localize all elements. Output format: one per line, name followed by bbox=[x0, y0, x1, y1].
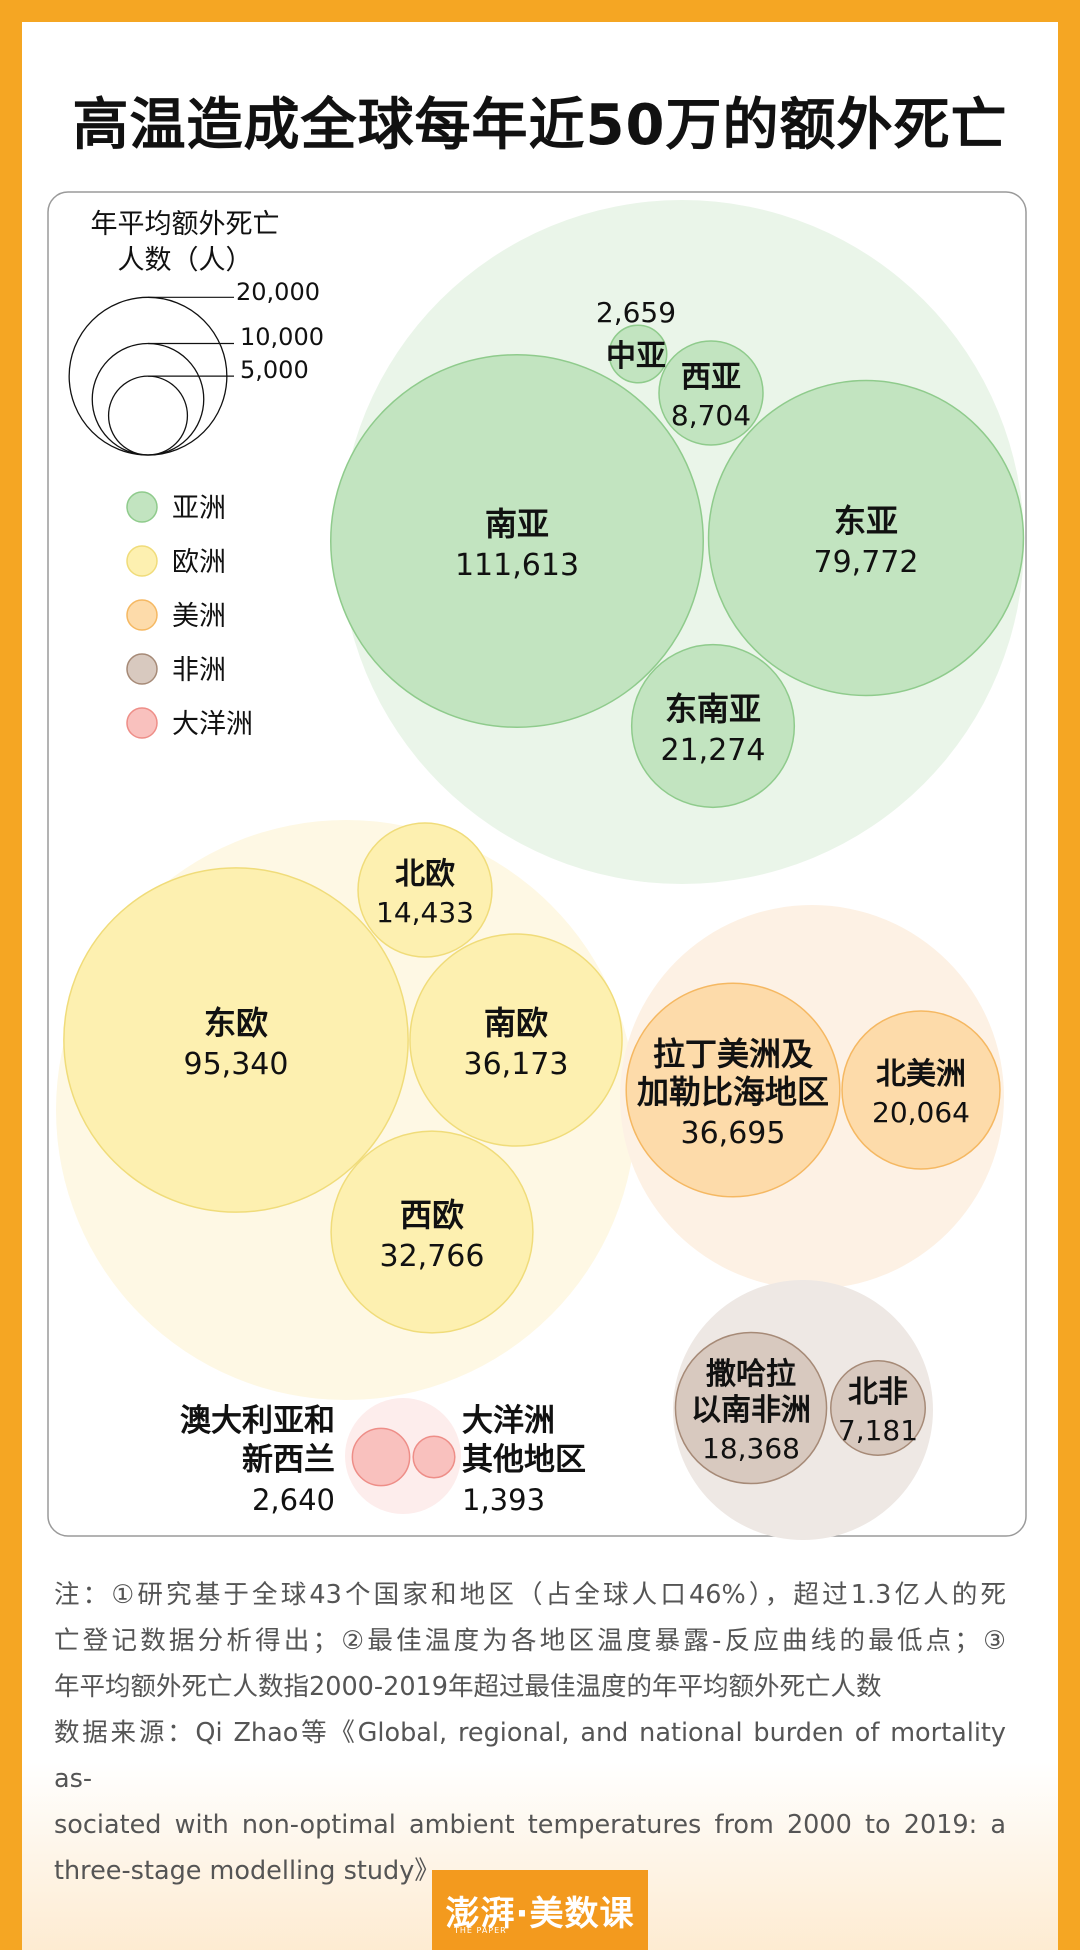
bubble-name-14: 大洋洲 bbox=[462, 1403, 555, 1439]
bubble-value-2: 21,274 bbox=[661, 733, 766, 768]
bubble-name-0: 南亚 bbox=[485, 505, 549, 543]
logo-subtext: THE PAPER bbox=[454, 1926, 507, 1935]
size-legend-circle-1 bbox=[91, 342, 205, 456]
size-legend-value-0: 20,000 bbox=[236, 278, 320, 306]
bubble-12 bbox=[830, 1360, 926, 1456]
bubble-value-6: 36,173 bbox=[464, 1047, 569, 1082]
bubble-value-5: 95,340 bbox=[184, 1047, 289, 1082]
bubble-name-11: 撒哈拉 bbox=[706, 1357, 796, 1392]
bubble-2 bbox=[630, 643, 796, 809]
legend-swatch-3 bbox=[126, 653, 158, 685]
bubble-10 bbox=[841, 1010, 1001, 1170]
note-line-2: 亡登记数据分析得出；②最佳温度为各地区温度暴露-反应曲线的最低点；③ bbox=[54, 1626, 1006, 1656]
bubble-name-9: 拉丁美洲及 bbox=[653, 1035, 813, 1073]
bubble-value-9: 36,695 bbox=[681, 1116, 786, 1151]
legend-label-1: 欧洲 bbox=[172, 547, 226, 578]
bubble-name-12: 北非 bbox=[848, 1375, 908, 1410]
bubble-13 bbox=[351, 1427, 411, 1487]
bubble-1 bbox=[707, 379, 1025, 697]
footnotes: 注：①研究基于全球43个国家和地区（占全球人口46%），超过1.3亿人的死 亡登… bbox=[54, 1572, 1006, 1894]
bubble-11 bbox=[674, 1331, 828, 1485]
bubble-name-13: 澳大利亚和 bbox=[180, 1403, 335, 1439]
source-line-3: three-stage modelling study》 bbox=[54, 1856, 440, 1886]
note-line-3: 年平均额外死亡人数指2000-2019年超过最佳温度的年平均额外死亡人数 bbox=[54, 1672, 882, 1702]
bubble-value-7: 32,766 bbox=[380, 1239, 485, 1274]
legend-swatch-4 bbox=[126, 707, 158, 739]
bubble-7 bbox=[330, 1130, 534, 1334]
bubble-name-11-1: 以南非洲 bbox=[691, 1393, 811, 1428]
chart-panel bbox=[47, 191, 1027, 1537]
bubble-value-8: 14,433 bbox=[376, 896, 474, 929]
bubble-0 bbox=[329, 353, 705, 729]
chart-title: 高温造成全球每年近50万的额外死亡 bbox=[72, 93, 1008, 158]
bubble-name-3: 西亚 bbox=[681, 360, 741, 395]
bubble-3 bbox=[658, 340, 764, 446]
bubble-name-14-1: 其他地区 bbox=[462, 1442, 586, 1478]
size-legend-title-1: 年平均额外死亡 bbox=[91, 209, 280, 240]
bubble-name-4: 中亚 bbox=[606, 339, 666, 374]
logo-text: 澎湃·美数课 bbox=[445, 1894, 635, 1934]
legend-label-4: 大洋洲 bbox=[172, 709, 253, 740]
bubble-name-2: 东南亚 bbox=[665, 690, 761, 728]
bubble-value-12: 7,181 bbox=[838, 1414, 918, 1447]
source-line-2: sociated with non-optimal ambient temper… bbox=[54, 1810, 1006, 1840]
bubble-9 bbox=[625, 982, 841, 1198]
bubble-4 bbox=[608, 324, 668, 384]
bubble-value-0: 111,613 bbox=[455, 548, 579, 583]
bubble-value-13: 2,640 bbox=[252, 1483, 335, 1517]
legend-label-3: 非洲 bbox=[172, 655, 226, 686]
bubble-name-9-1: 加勒比海地区 bbox=[637, 1073, 829, 1111]
publisher-logo: 澎湃·美数课 THE PAPER bbox=[432, 1870, 648, 1950]
bubble-value-4: 2,659 bbox=[596, 296, 676, 329]
legend-label-2: 美洲 bbox=[172, 601, 226, 632]
legend-swatch-0 bbox=[126, 491, 158, 523]
bubble-name-10: 北美洲 bbox=[876, 1057, 966, 1092]
bubble-5 bbox=[63, 867, 409, 1213]
legend-label-0: 亚洲 bbox=[172, 493, 226, 524]
bubble-name-1: 东亚 bbox=[834, 502, 898, 540]
note-line-1: 注：①研究基于全球43个国家和地区（占全球人口46%），超过1.3亿人的死 bbox=[54, 1580, 1006, 1610]
size-legend-value-1: 10,000 bbox=[240, 323, 324, 351]
bubble-8 bbox=[357, 822, 493, 958]
bubble-value-11: 18,368 bbox=[702, 1432, 800, 1465]
bubble-value-10: 20,064 bbox=[872, 1096, 970, 1129]
legend-swatch-1 bbox=[126, 545, 158, 577]
bubble-name-8: 北欧 bbox=[395, 857, 455, 892]
bubble-name-6: 南欧 bbox=[484, 1004, 548, 1042]
bubble-value-1: 79,772 bbox=[814, 545, 919, 580]
bubble-value-14: 1,393 bbox=[462, 1483, 545, 1517]
size-legend-value-2: 5,000 bbox=[240, 356, 309, 384]
legend-swatch-2 bbox=[126, 599, 158, 631]
source-line-1: 数据来源：Qi Zhao等《Global, regional, and nati… bbox=[54, 1718, 1006, 1794]
bubble-value-3: 8,704 bbox=[671, 399, 751, 432]
bubble-14 bbox=[412, 1435, 456, 1479]
bubble-name-5: 东欧 bbox=[204, 1004, 268, 1042]
size-legend-circle-2 bbox=[107, 375, 189, 456]
size-legend-title-2: 人数（人） bbox=[118, 245, 253, 276]
bubble-name-7: 西欧 bbox=[400, 1196, 464, 1234]
bubble-6 bbox=[409, 933, 623, 1147]
bubble-name-13-1: 新西兰 bbox=[242, 1442, 335, 1478]
